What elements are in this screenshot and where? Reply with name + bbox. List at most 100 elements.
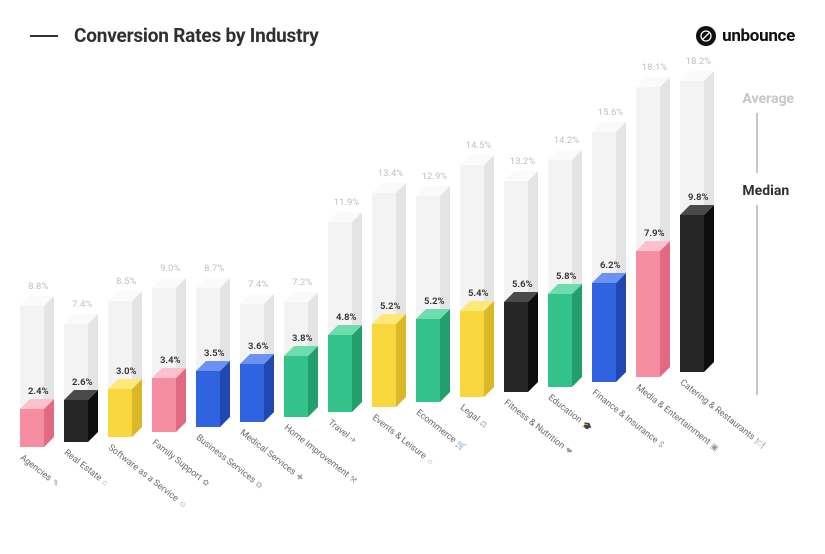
value-label-median: 3.0% <box>116 366 137 377</box>
value-label-median: 3.8% <box>292 333 313 344</box>
value-label-median: 5.6% <box>512 279 533 290</box>
bar-median <box>592 283 616 382</box>
category-label: Agencies✎ <box>18 453 61 490</box>
category-label: Ecommerce🛒 <box>414 408 468 453</box>
bar-face-side <box>396 314 406 407</box>
value-label-median: 5.2% <box>424 296 445 307</box>
bars-container: 8.8%2.4%Agencies✎7.4%2.6%Real Estate⌂8.5… <box>20 85 730 447</box>
brand: unbounce <box>696 26 795 46</box>
category-label: Real Estate⌂ <box>62 448 110 488</box>
bar-median <box>460 311 484 397</box>
category-icon: ⌂ <box>100 478 109 488</box>
value-label-median: 3.4% <box>160 355 181 366</box>
value-label-median: 2.4% <box>28 386 49 397</box>
bar-face-side <box>660 241 670 377</box>
bar-median <box>196 371 220 427</box>
bar-face-front <box>152 378 176 432</box>
category-icon: ☼ <box>425 455 436 467</box>
value-label-median: 5.8% <box>556 271 577 282</box>
value-label-average: 18.1% <box>642 62 667 73</box>
value-label-median: 5.4% <box>468 288 489 299</box>
bar-face-front <box>548 294 572 387</box>
bar-face-side <box>264 354 274 422</box>
value-label-average: 14.5% <box>466 140 491 151</box>
brand-name: unbounce <box>722 26 795 46</box>
category-icon: ✚ <box>294 472 305 483</box>
category-icon: ☺ <box>177 498 189 510</box>
bar-face-side <box>308 346 318 417</box>
bar-face-front <box>680 215 704 372</box>
value-label-average: 15.6% <box>598 107 623 118</box>
category-label: Travel✈ <box>326 418 359 447</box>
bar-median <box>372 324 396 407</box>
value-label-average: 18.2% <box>686 56 711 67</box>
value-label-median: 3.5% <box>204 348 225 359</box>
value-label-average: 14.2% <box>554 135 579 146</box>
page-title: Conversion Rates by Industry <box>74 24 319 47</box>
legend-connector-icon <box>756 205 758 395</box>
legend-average-label: Average <box>742 91 794 107</box>
value-label-median: 9.8% <box>688 192 709 203</box>
category-label: Media & Entertainment▣ <box>634 383 721 454</box>
bar-face-side <box>352 325 362 412</box>
bar-face-side <box>704 205 714 372</box>
bar-face-side <box>484 301 494 397</box>
bar-median <box>20 409 44 447</box>
bar-face-front <box>592 283 616 382</box>
bar-median <box>504 302 528 392</box>
bar-face-side <box>220 361 230 427</box>
category-icon: ✎ <box>50 478 61 489</box>
bar-face-side <box>528 292 538 392</box>
bar-face-side <box>572 284 582 387</box>
bar-face-side <box>616 273 626 382</box>
bar-face-front <box>240 364 264 422</box>
bar-face-front <box>20 409 44 447</box>
value-label-median: 5.2% <box>380 301 401 312</box>
bar-face-front <box>416 319 440 402</box>
bar-median <box>680 215 704 372</box>
bar-face-side <box>132 379 142 437</box>
value-label-median: 2.6% <box>72 377 93 388</box>
bar-median <box>636 251 660 377</box>
value-label-average: 9.0% <box>160 263 180 274</box>
bar-face-front <box>504 302 528 392</box>
bar-face-front <box>64 400 88 442</box>
bar-face-front <box>328 335 352 412</box>
conversion-rate-chart: 8.8%2.4%Agencies✎7.4%2.6%Real Estate⌂8.5… <box>20 85 790 485</box>
category-label: Education🎓 <box>546 393 594 433</box>
bar-median <box>240 364 264 422</box>
value-label-average: 11.9% <box>334 197 359 208</box>
value-label-average: 8.5% <box>116 276 136 287</box>
category-icon: ⧉ <box>254 480 264 491</box>
value-label-average: 12.9% <box>422 171 447 182</box>
category-icon: ⚖ <box>478 418 489 430</box>
bar-median <box>64 400 88 442</box>
unbounce-logo-icon <box>696 26 716 46</box>
title-dash-icon <box>30 35 58 37</box>
legend-median-label: Median <box>742 183 789 199</box>
bar-face-front <box>108 389 132 437</box>
legend-connector-icon <box>756 113 758 173</box>
value-label-average: 13.2% <box>510 156 535 167</box>
value-label-average: 7.4% <box>248 279 268 290</box>
bar-median <box>108 389 132 437</box>
value-label-median: 3.6% <box>248 341 269 352</box>
value-label-average: 7.2% <box>292 277 312 288</box>
value-label-median: 6.2% <box>600 260 621 271</box>
value-label-average: 8.8% <box>28 281 48 292</box>
category-icon: ❤ <box>563 445 574 456</box>
bar-face-front <box>196 371 220 427</box>
bar-median <box>328 335 352 412</box>
category-icon: 🍽 <box>753 436 767 449</box>
bar-face-front <box>460 311 484 397</box>
category-icon: ✈ <box>348 435 359 446</box>
bar-median <box>548 294 572 387</box>
header: Conversion Rates by Industry unbounce <box>30 24 795 47</box>
value-label-average: 13.4% <box>378 168 403 179</box>
category-icon: $ <box>656 440 665 450</box>
bar-face-front <box>284 356 308 417</box>
bar-face-side <box>176 368 186 432</box>
legend: Average Median <box>742 91 794 395</box>
category-icon: 🎓 <box>580 419 593 432</box>
category-label: Legal⚖ <box>458 403 489 431</box>
